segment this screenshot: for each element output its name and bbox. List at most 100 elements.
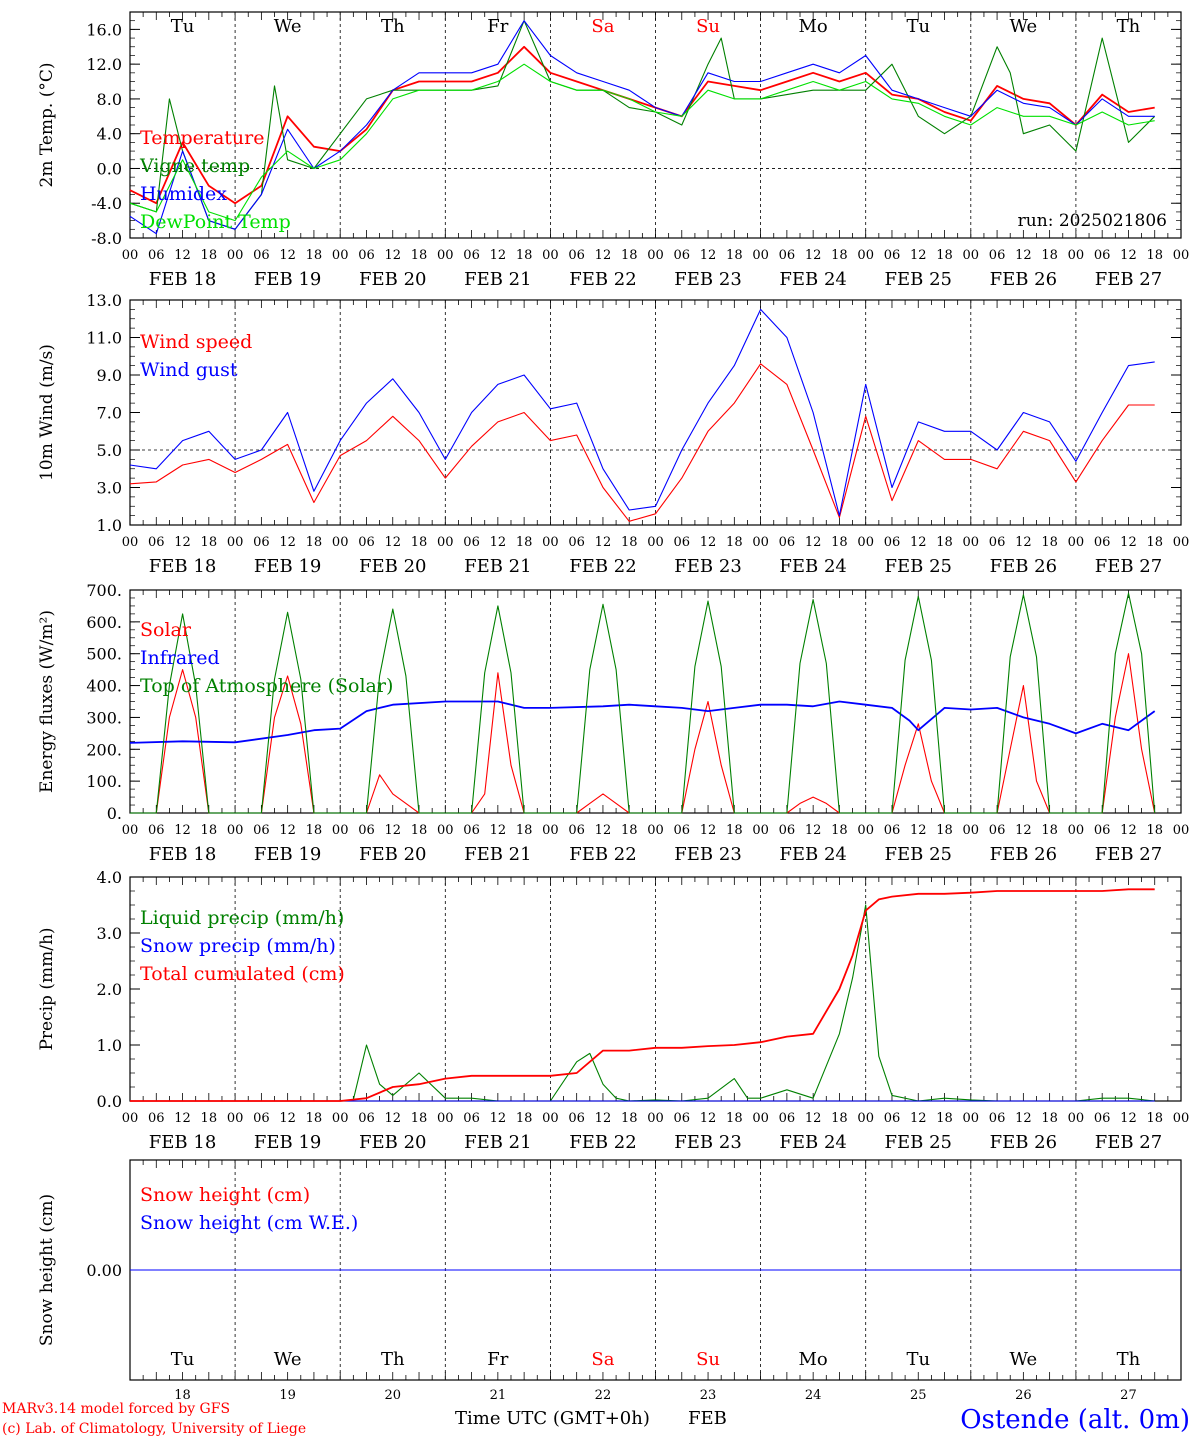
hour-tick-label: 12: [384, 1111, 401, 1126]
hour-tick-label: 00: [963, 1111, 980, 1126]
hour-tick-label: 00: [963, 535, 980, 550]
day-name: Su: [696, 16, 720, 37]
date-label: FEB 26: [990, 844, 1057, 865]
hour-tick-label: 12: [490, 535, 507, 550]
hour-tick-label: 06: [568, 535, 585, 550]
series-line-wind-speed: [129, 363, 1155, 522]
hour-tick-label: 06: [674, 535, 691, 550]
y-tick-label: 0.0: [97, 1092, 122, 1111]
day-number: 23: [700, 1388, 717, 1403]
date-label: FEB 26: [990, 556, 1057, 577]
panel-temp: -8.0 -4.0 0.0 4.0 8.0 12.0 16.0 2m Temp. (°C) Te…: [37, 11, 1190, 290]
hour-tick-label: 00: [647, 535, 664, 550]
hour-tick-label: 12: [700, 248, 717, 263]
hour-tick-label: 00: [332, 248, 349, 263]
hour-tick-label: 00: [437, 1111, 454, 1126]
hour-tick-label: 00: [857, 248, 874, 263]
hour-tick-label: 18: [306, 1111, 323, 1126]
date-label: FEB 19: [254, 844, 321, 865]
date-label: FEB 27: [1095, 1132, 1162, 1153]
hour-tick-label: 00: [122, 1111, 139, 1126]
hour-tick-label: 00: [332, 535, 349, 550]
legend-entry: DewPoint Temp: [140, 211, 291, 233]
hour-tick-label: 12: [384, 248, 401, 263]
date-label: FEB 18: [149, 1132, 216, 1153]
panel-snow: 0.00 Snow height (cm) Snow height (cm) Snow…: [37, 1159, 1182, 1403]
day-number: 26: [1015, 1388, 1032, 1403]
y-tick-label: 0.0: [97, 159, 122, 178]
panel-energy: 0. 100. 200. 300. 400. 500. 600. 700. Energy flu…: [37, 581, 1189, 865]
hour-tick-label: 00: [857, 1111, 874, 1126]
hour-tick-label: 06: [253, 248, 270, 263]
y-tick-label: 13.0: [86, 291, 122, 310]
date-label: FEB 22: [569, 844, 636, 865]
hour-tick-label: 00: [963, 823, 980, 838]
hour-tick-label: 06: [463, 1111, 480, 1126]
hour-tick-label: 12: [805, 535, 822, 550]
day-name: Tu: [171, 1349, 195, 1370]
panels: -8.0 -4.0 0.0 4.0 8.0 12.0 16.0 2m Temp. (°C) Te…: [37, 11, 1190, 1403]
date-label: FEB 27: [1095, 269, 1162, 290]
date-label: FEB 20: [359, 269, 426, 290]
hour-tick-label: 18: [726, 1111, 743, 1126]
hour-tick-label: 06: [463, 823, 480, 838]
y-tick-label: 500.: [86, 645, 122, 664]
legend-entry: Wind gust: [140, 359, 238, 381]
hour-tick-label: 18: [936, 535, 953, 550]
hour-tick-label: 18: [411, 248, 428, 263]
hour-tick-label: 06: [1094, 1111, 1111, 1126]
hour-tick-label: 18: [1146, 535, 1163, 550]
date-label: FEB 24: [779, 844, 846, 865]
legend-entry: Humidex: [140, 183, 227, 205]
hour-tick-label: 00: [647, 248, 664, 263]
day-name: We: [1010, 16, 1038, 37]
hour-tick-label: 12: [700, 1111, 717, 1126]
hour-tick-label: 00: [752, 248, 769, 263]
day-name: Tu: [171, 16, 195, 37]
hour-tick-label: 00: [227, 1111, 244, 1126]
hour-tick-label: 18: [201, 823, 218, 838]
day-number: 20: [384, 1388, 401, 1403]
hour-tick-label: 12: [595, 823, 612, 838]
date-label: FEB 23: [674, 556, 741, 577]
y-tick-label: 600.: [86, 613, 122, 632]
hour-tick-label: 06: [989, 1111, 1006, 1126]
hour-tick-label: 18: [306, 535, 323, 550]
y-tick-label: 300.: [86, 708, 122, 727]
hour-tick-label: 00: [857, 535, 874, 550]
hour-tick-label: 12: [910, 248, 927, 263]
day-name: Th: [381, 16, 405, 37]
hour-tick-label: 12: [1120, 248, 1137, 263]
hour-tick-label: 00: [122, 535, 139, 550]
day-name: We: [274, 1349, 302, 1370]
hour-tick-label: 12: [1120, 535, 1137, 550]
date-label: FEB 24: [779, 556, 846, 577]
hour-tick-label: 12: [279, 535, 296, 550]
hour-tick-label: 00: [963, 248, 980, 263]
y-tick-label: 3.0: [97, 924, 122, 943]
y-tick-label: 7.0: [97, 404, 122, 423]
hour-tick-label: 06: [989, 823, 1006, 838]
hour-tick-label: 06: [358, 248, 375, 263]
date-label: FEB 26: [990, 269, 1057, 290]
hour-tick-label: 18: [411, 823, 428, 838]
date-label: FEB 27: [1095, 556, 1162, 577]
hour-tick-label: 18: [201, 1111, 218, 1126]
y-tick-label: 4.0: [97, 125, 122, 144]
hour-tick-label: 00: [1173, 535, 1190, 550]
hour-tick-label: 00: [122, 823, 139, 838]
hour-tick-label: 18: [1146, 1111, 1163, 1126]
footer-model: MARv3.14 model forced by GFS: [2, 1401, 230, 1417]
hour-tick-label: 00: [1173, 248, 1190, 263]
hour-tick-label: 00: [227, 248, 244, 263]
hour-tick-label: 06: [989, 535, 1006, 550]
hour-tick-label: 06: [148, 248, 165, 263]
series-line-top-of-atmosphere-solar: [130, 592, 1156, 814]
day-name: Th: [381, 1349, 405, 1370]
legend-entry: Wind speed: [140, 331, 252, 353]
run-label: run: 2025021806: [1018, 211, 1167, 231]
hour-tick-label: 12: [805, 823, 822, 838]
legend-entry: Snow precip (mm/h): [140, 935, 336, 957]
date-label: FEB 23: [674, 844, 741, 865]
hour-tick-label: 06: [148, 1111, 165, 1126]
